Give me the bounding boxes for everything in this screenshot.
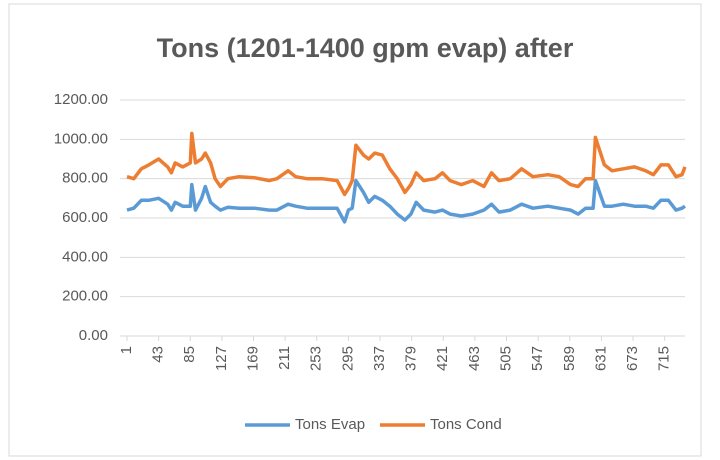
x-tick-label: 211 (276, 346, 293, 370)
legend-label: Tons Evap (295, 416, 365, 433)
x-tick-label: 421 (434, 346, 451, 371)
x-tick-label: 295 (339, 346, 356, 371)
x-tick-label: 253 (308, 346, 325, 371)
x-tick-label: 85 (181, 346, 198, 363)
x-tick-label: 1 (118, 346, 135, 354)
x-tick-label: 673 (624, 346, 641, 371)
x-tick-label: 337 (371, 346, 388, 371)
x-tick-label: 127 (213, 346, 230, 371)
y-tick-label: 1000.00 (54, 130, 108, 147)
y-tick-label: 600.00 (62, 209, 108, 226)
x-tick-label: 463 (466, 346, 483, 371)
chart-title: Tons (1201-1400 gpm evap) after (157, 33, 574, 63)
y-tick-label: 800.00 (62, 170, 108, 187)
x-tick-label: 505 (497, 346, 514, 371)
y-tick-label: 0.00 (79, 327, 108, 344)
x-tick-label: 43 (150, 346, 167, 363)
series-line (126, 131, 687, 197)
x-tick-label: 379 (403, 346, 420, 371)
y-tick-label: 400.00 (62, 248, 108, 265)
x-tick-label: 631 (592, 346, 609, 371)
chart-border (8, 3, 702, 457)
x-tick-label: 589 (561, 346, 578, 371)
legend-label: Tons Cond (430, 416, 502, 433)
y-tick-label: 1200.00 (54, 91, 108, 108)
y-tick-label: 200.00 (62, 288, 108, 305)
x-tick-label: 169 (244, 346, 261, 371)
series-line (126, 178, 686, 224)
x-tick-label: 547 (529, 346, 546, 371)
x-tick-label: 715 (656, 346, 673, 371)
